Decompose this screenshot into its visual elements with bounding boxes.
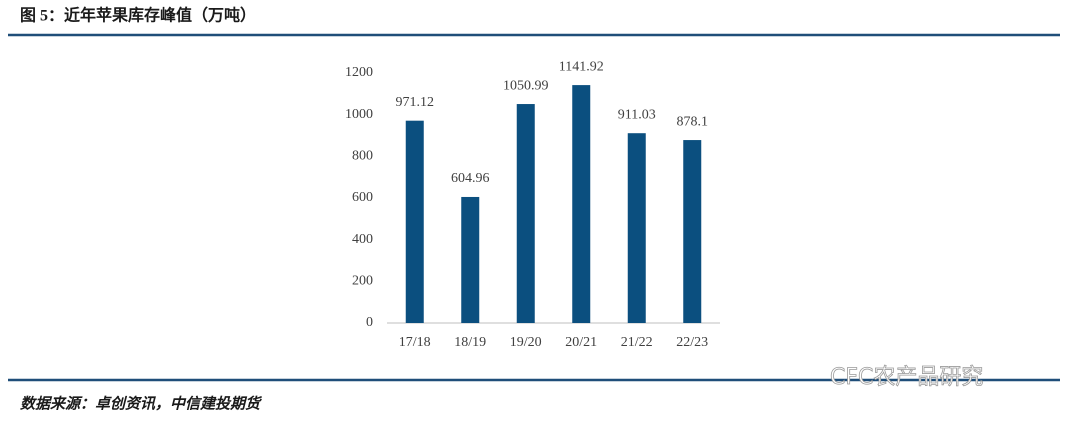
chart-title: 图 5：近年苹果库存峰值（万吨） (20, 6, 256, 25)
data-label: 604.96 (451, 171, 490, 186)
bar (572, 85, 591, 323)
y-tick-label: 0 (366, 315, 373, 330)
bar (516, 104, 535, 323)
bar (627, 133, 646, 323)
x-tick-label: 19/20 (510, 335, 542, 350)
source-note: 数据来源：卓创资讯，中信建投期货 (20, 394, 263, 412)
y-tick-label: 600 (352, 190, 373, 205)
y-tick-label: 800 (352, 149, 373, 164)
x-tick-label: 21/22 (621, 335, 653, 350)
x-tick-label: 20/21 (565, 335, 597, 350)
x-tick-label: 18/19 (454, 335, 486, 350)
data-label: 1050.99 (503, 78, 549, 93)
x-tick-label: 22/23 (676, 335, 708, 350)
watermark: CFC农产品研究 (830, 365, 983, 390)
data-label: 971.12 (396, 95, 435, 110)
bar (683, 140, 702, 323)
y-tick-label: 400 (352, 232, 373, 247)
y-tick-label: 200 (352, 274, 373, 289)
bar (405, 120, 424, 323)
y-tick-label: 1200 (345, 65, 373, 80)
x-tick-label: 17/18 (399, 335, 431, 350)
data-label: 911.03 (618, 107, 656, 122)
data-label: 878.1 (677, 114, 709, 129)
y-tick-label: 1000 (345, 107, 373, 122)
data-label: 1141.92 (559, 59, 604, 74)
bar (461, 196, 480, 323)
